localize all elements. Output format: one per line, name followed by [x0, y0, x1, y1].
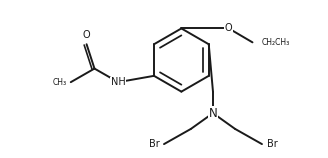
Text: NH: NH [111, 77, 126, 87]
Text: O: O [83, 30, 91, 40]
Text: CH₃: CH₃ [53, 78, 67, 87]
Text: O: O [225, 23, 233, 33]
Text: Br: Br [149, 139, 159, 149]
Text: Br: Br [267, 139, 277, 149]
Text: N: N [209, 107, 217, 120]
Text: CH₂CH₃: CH₂CH₃ [261, 38, 290, 47]
